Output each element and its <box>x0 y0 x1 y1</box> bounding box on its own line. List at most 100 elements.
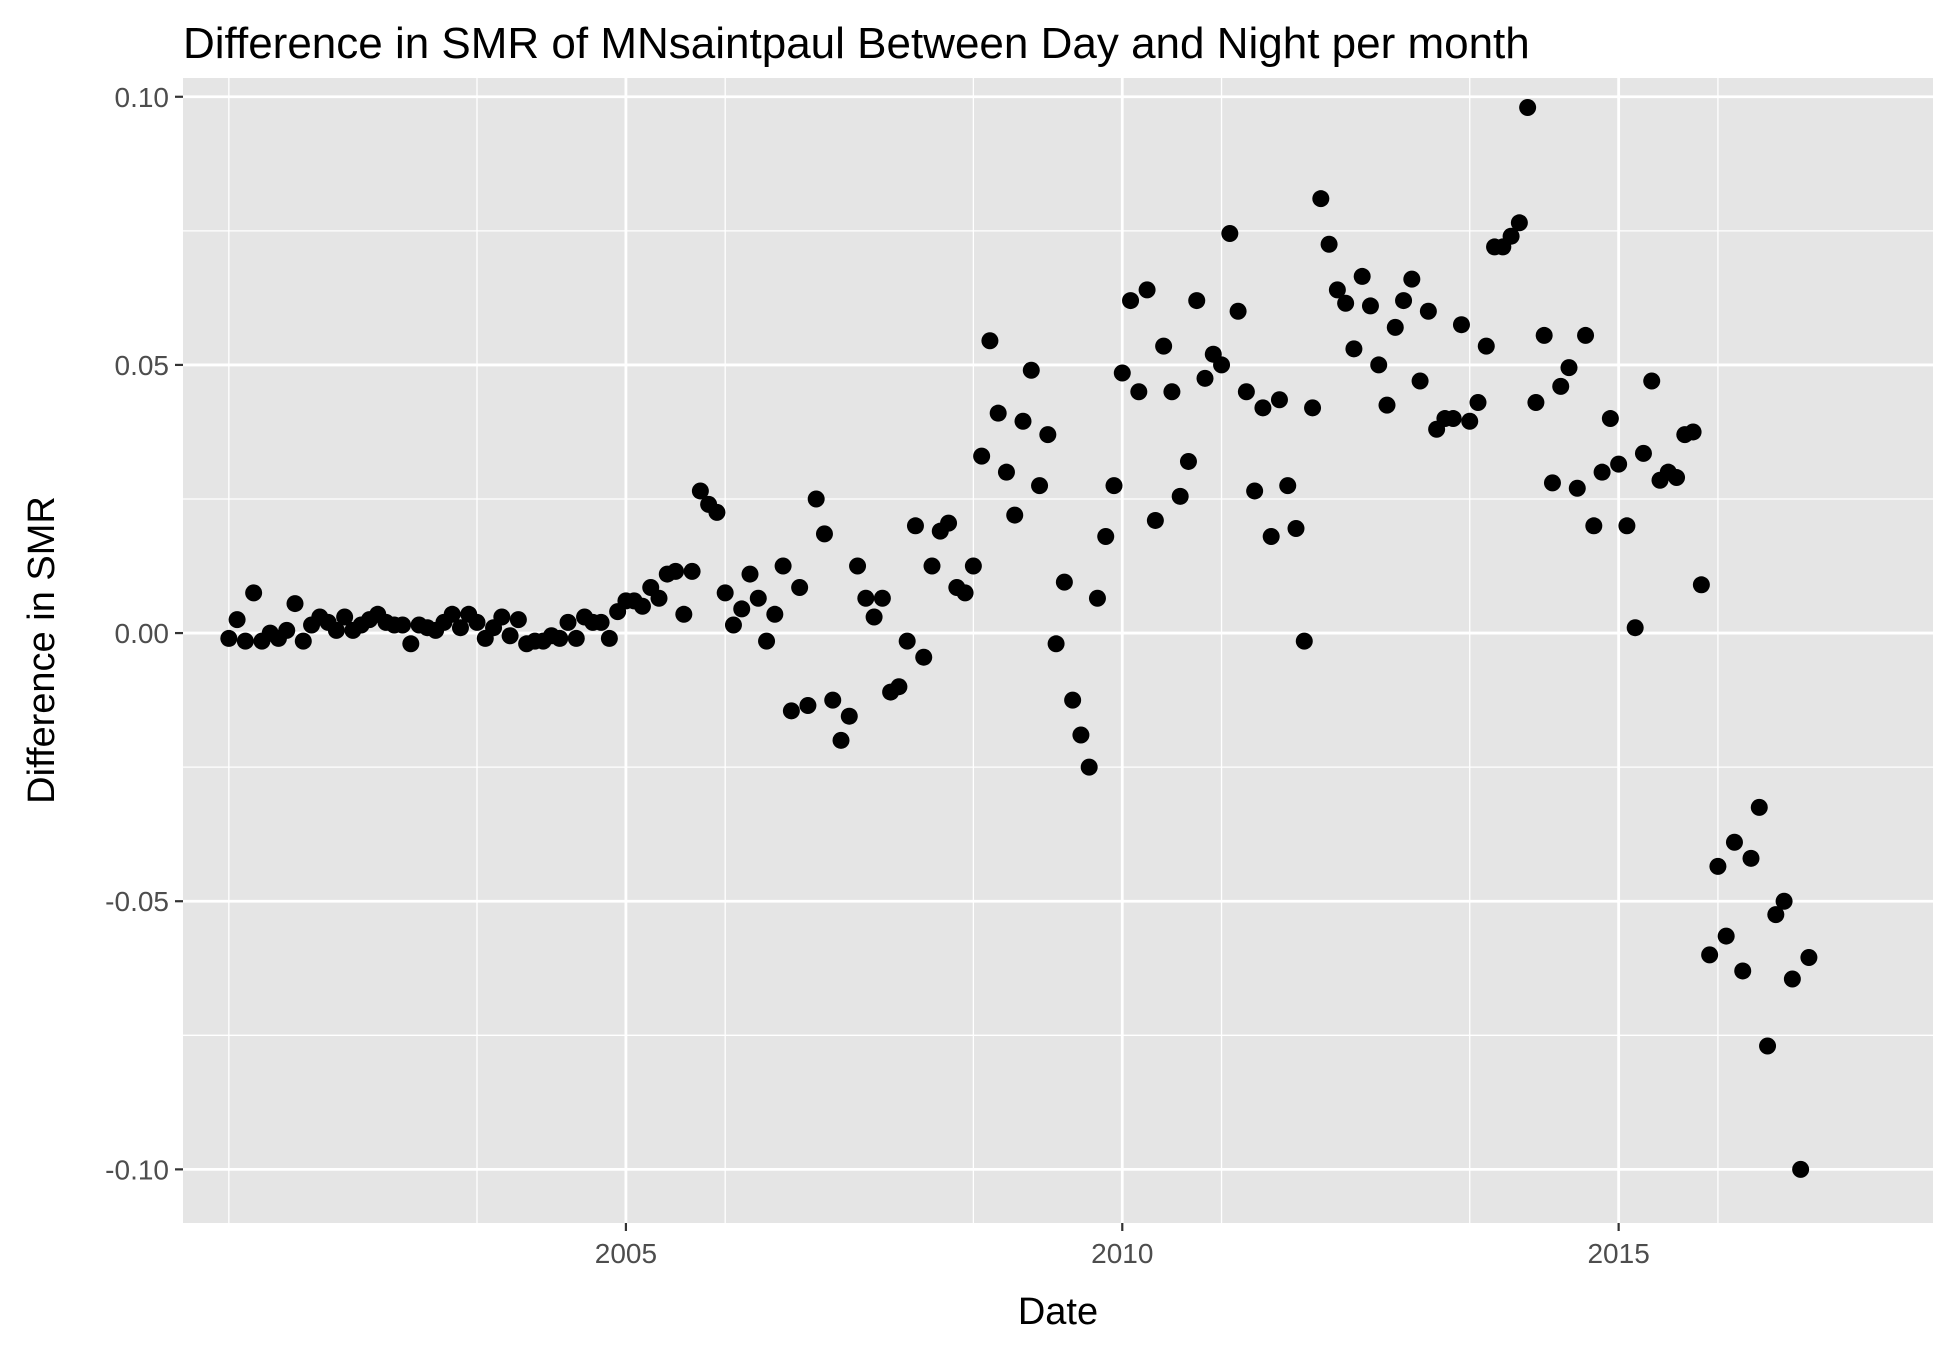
data-point <box>1370 356 1388 374</box>
data-point <box>1585 517 1603 535</box>
data-point <box>1229 302 1247 320</box>
data-point <box>1775 892 1793 910</box>
data-point <box>981 332 999 350</box>
data-point <box>1221 225 1239 243</box>
data-point <box>824 691 842 709</box>
data-point <box>236 632 254 650</box>
y-tick-label: 0.00 <box>115 618 170 649</box>
data-point <box>733 600 751 618</box>
data-point <box>1022 361 1040 379</box>
data-point <box>1262 528 1280 546</box>
data-point <box>906 517 924 535</box>
data-point <box>1502 227 1520 245</box>
data-point <box>1320 235 1338 253</box>
data-point <box>1709 857 1727 875</box>
data-point <box>501 627 519 645</box>
data-point <box>1477 337 1495 355</box>
data-point <box>1039 426 1057 444</box>
data-point <box>1759 1037 1777 1055</box>
x-tick-label: 2015 <box>1587 1238 1649 1269</box>
data-point <box>294 632 312 650</box>
data-point <box>1800 949 1818 967</box>
data-point <box>1122 292 1140 310</box>
data-point <box>1783 970 1801 988</box>
y-tick-label: 0.05 <box>115 350 170 381</box>
data-point <box>1717 927 1735 945</box>
data-point <box>336 608 354 626</box>
data-point <box>278 621 296 639</box>
data-points <box>220 98 1818 1178</box>
data-point <box>849 557 867 575</box>
data-point <box>873 589 891 607</box>
data-point <box>1055 573 1073 591</box>
data-point <box>1725 833 1743 851</box>
data-point <box>1287 519 1305 537</box>
data-point <box>1064 691 1082 709</box>
data-point <box>1246 482 1264 500</box>
data-point <box>1395 292 1413 310</box>
y-tick-label: -0.10 <box>105 1154 169 1185</box>
data-point <box>1552 377 1570 395</box>
data-point <box>807 490 825 508</box>
data-point <box>1179 452 1197 470</box>
data-point <box>890 678 908 696</box>
data-point <box>683 562 701 580</box>
data-point <box>220 629 238 647</box>
data-point <box>1031 477 1049 495</box>
data-point <box>1643 372 1661 390</box>
data-point <box>667 562 685 580</box>
data-point <box>394 616 412 634</box>
y-tick-label: 0.10 <box>115 82 170 113</box>
data-point <box>1411 372 1429 390</box>
data-point <box>865 608 883 626</box>
data-point <box>964 557 982 575</box>
data-point <box>956 584 974 602</box>
data-point <box>749 589 767 607</box>
data-point <box>1006 506 1024 524</box>
data-point <box>716 584 734 602</box>
data-point <box>451 619 469 637</box>
data-point <box>228 611 246 629</box>
data-point <box>1792 1160 1810 1178</box>
data-point <box>600 629 618 647</box>
data-point <box>1444 410 1462 428</box>
y-tick-label: -0.05 <box>105 886 169 917</box>
data-point <box>1684 423 1702 441</box>
data-point <box>650 589 668 607</box>
data-point <box>1337 294 1355 312</box>
data-point <box>286 595 304 613</box>
data-point <box>782 702 800 720</box>
data-point <box>559 613 577 631</box>
data-point <box>997 463 1015 481</box>
data-point <box>774 557 792 575</box>
data-point <box>1626 619 1644 637</box>
data-point <box>1378 396 1396 414</box>
data-point <box>1097 528 1115 546</box>
data-point <box>1113 364 1131 382</box>
data-point <box>1668 469 1686 487</box>
data-point <box>1419 302 1437 320</box>
data-point <box>1014 412 1032 430</box>
data-point <box>724 616 742 634</box>
data-point <box>857 589 875 607</box>
data-point <box>1701 946 1719 964</box>
data-point <box>1237 383 1255 401</box>
data-point <box>708 503 726 521</box>
y-axis-title: Difference in SMR <box>21 496 63 804</box>
data-point <box>1568 479 1586 497</box>
data-point <box>799 696 817 714</box>
data-point <box>675 605 693 623</box>
data-point <box>509 611 527 629</box>
data-point <box>1519 98 1537 116</box>
data-point <box>1353 267 1371 285</box>
data-point <box>1295 632 1313 650</box>
data-point <box>1452 316 1470 334</box>
data-point <box>923 557 941 575</box>
data-point <box>741 565 759 583</box>
data-point <box>1130 383 1148 401</box>
data-point <box>567 629 585 647</box>
data-point <box>1163 383 1181 401</box>
data-point <box>1767 906 1785 924</box>
data-point <box>1171 487 1189 505</box>
